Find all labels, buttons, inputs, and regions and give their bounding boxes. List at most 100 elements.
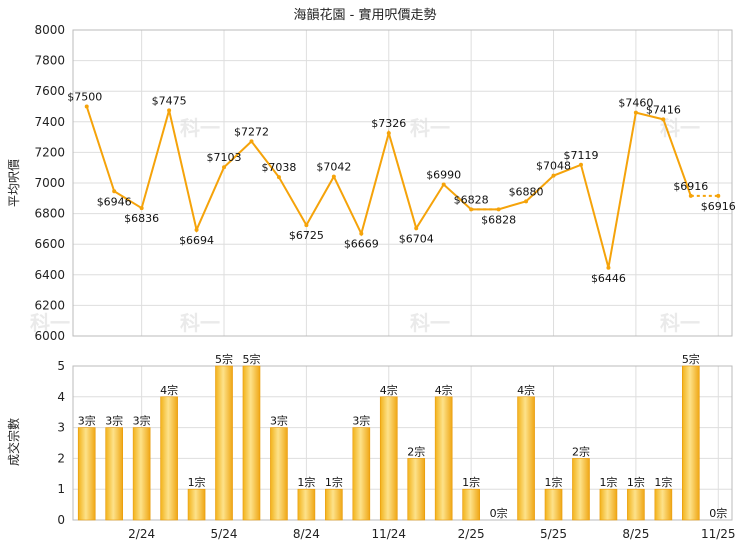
price-y-tick-label: 6200 xyxy=(34,298,65,312)
price-point-label: $7103 xyxy=(207,151,242,164)
count-bar xyxy=(379,396,398,521)
price-axis-label: 平均呎價 xyxy=(7,159,21,207)
price-point-label: $7119 xyxy=(563,149,598,162)
count-bar-label: 1宗 xyxy=(545,475,563,489)
price-y-tick-label: 7200 xyxy=(34,145,65,159)
count-bar-label: 1宗 xyxy=(654,475,672,489)
count-bar-label: 1宗 xyxy=(462,475,480,489)
count-bar-label: 0宗 xyxy=(709,506,727,520)
count-bar-label: 1宗 xyxy=(627,475,645,489)
x-tick-label: 2/25 xyxy=(458,527,485,541)
count-bar-label: 3宗 xyxy=(270,414,288,428)
count-bar xyxy=(215,365,233,521)
watermark-text: 科一 xyxy=(410,311,450,335)
count-bar-label: 0宗 xyxy=(490,506,508,520)
price-point-label: $7500 xyxy=(67,91,102,104)
price-point xyxy=(249,139,254,144)
price-point xyxy=(331,174,336,179)
count-bar-label: 2宗 xyxy=(572,444,590,458)
price-point-label: $6946 xyxy=(97,195,132,208)
count-bar-label: 1宗 xyxy=(297,475,315,489)
count-y-tick-label: 3 xyxy=(57,421,65,435)
watermark-text: 科一 xyxy=(660,311,700,335)
price-point xyxy=(524,199,529,204)
price-point xyxy=(139,206,144,211)
count-bar xyxy=(599,488,618,521)
x-tick-label: 8/25 xyxy=(622,527,649,541)
price-y-tick-label: 7800 xyxy=(34,54,65,68)
watermark-text: 科一 xyxy=(180,116,220,140)
count-bar xyxy=(352,427,371,521)
price-y-tick-label: 6400 xyxy=(34,268,65,282)
count-bar-label: 4宗 xyxy=(160,383,178,397)
price-point-label: $6916 xyxy=(701,200,736,213)
price-y-tick-label: 6600 xyxy=(34,237,65,251)
count-bar xyxy=(627,488,645,521)
price-point-label: $6828 xyxy=(454,193,489,206)
x-tick-label: 11/24 xyxy=(371,527,406,541)
price-point-label: $7038 xyxy=(261,161,296,174)
price-point xyxy=(414,226,419,231)
price-point-label: $6836 xyxy=(124,212,159,225)
x-tick-label: 8/24 xyxy=(293,527,320,541)
watermark-text: 科一 xyxy=(410,116,450,140)
count-bar xyxy=(77,427,96,521)
price-point xyxy=(112,189,117,194)
count-bar xyxy=(434,396,453,521)
count-bar-label: 3宗 xyxy=(133,414,151,428)
price-point-label: $6704 xyxy=(399,232,434,245)
price-point xyxy=(194,227,199,232)
price-point-label: $6669 xyxy=(344,238,379,251)
watermark-text: 科一 xyxy=(180,311,220,335)
price-point xyxy=(441,182,446,187)
price-point-label: $6880 xyxy=(509,185,544,198)
price-point-label: $7326 xyxy=(371,117,406,130)
price-point-label: $7272 xyxy=(234,125,269,138)
count-bar-label: 5宗 xyxy=(215,352,233,366)
count-bar xyxy=(270,427,288,521)
price-point-label: $6446 xyxy=(591,272,626,285)
price-point xyxy=(496,207,501,212)
count-bar xyxy=(407,458,426,521)
watermark-text: 科一 xyxy=(30,311,70,335)
price-point-label: $6916 xyxy=(673,180,708,193)
count-bar xyxy=(572,458,590,521)
count-bar xyxy=(654,488,673,521)
price-point xyxy=(551,173,556,178)
count-bar-label: 4宗 xyxy=(380,383,398,397)
price-point xyxy=(633,110,638,115)
price-point xyxy=(359,231,364,236)
price-point-label: $7042 xyxy=(316,161,351,174)
count-y-tick-label: 2 xyxy=(57,451,65,465)
count-bar xyxy=(544,488,563,521)
price-y-tick-label: 6000 xyxy=(34,329,65,343)
price-plot-frame xyxy=(72,29,733,337)
price-point-label: $7416 xyxy=(646,103,681,116)
count-axis-label: 成交宗數 xyxy=(6,418,21,466)
price-point xyxy=(167,108,172,113)
count-bar-label: 4宗 xyxy=(517,383,535,397)
count-bar xyxy=(105,427,123,521)
count-bar xyxy=(160,396,178,521)
price-point xyxy=(222,165,227,170)
price-point-label: $7475 xyxy=(152,94,187,107)
price-point-label: $7048 xyxy=(536,160,571,173)
count-y-tick-label: 0 xyxy=(57,513,65,527)
price-point xyxy=(606,265,611,270)
count-bar xyxy=(132,427,151,521)
count-bar-label: 5宗 xyxy=(682,352,700,366)
price-point-label: $6990 xyxy=(426,169,461,182)
count-bar-label: 4宗 xyxy=(435,383,453,397)
count-bar-label: 2宗 xyxy=(407,444,425,458)
count-bar xyxy=(325,488,343,521)
count-bar-label: 3宗 xyxy=(78,414,96,428)
price-y-tick-label: 7600 xyxy=(34,84,65,98)
price-y-tick-label: 6800 xyxy=(34,207,65,221)
x-tick-label: 11/25 xyxy=(701,527,736,541)
count-plot-frame xyxy=(72,365,733,521)
x-tick-label: 5/24 xyxy=(211,527,238,541)
x-tick-label: 5/25 xyxy=(540,527,567,541)
price-point-label: $7460 xyxy=(618,97,653,110)
count-bar xyxy=(462,488,480,521)
